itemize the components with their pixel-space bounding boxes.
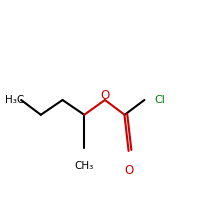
Text: O: O xyxy=(100,89,110,102)
Text: O: O xyxy=(125,164,134,177)
Text: H₃C: H₃C xyxy=(5,95,24,105)
Text: Cl: Cl xyxy=(154,95,165,105)
Text: CH₃: CH₃ xyxy=(75,161,94,171)
